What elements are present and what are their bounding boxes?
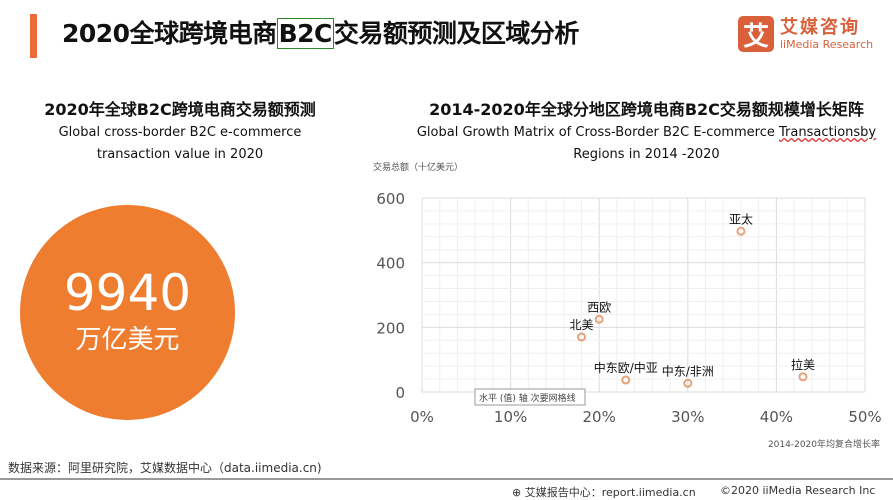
left-title: 2020年全球B2C跨境电商交易额预测: [44, 100, 316, 119]
data-label: 拉美: [791, 357, 815, 372]
x-tick-label: 50%: [848, 408, 881, 426]
x-tick-label: 10%: [494, 408, 527, 426]
title-part: 2020全球跨境电商: [62, 19, 277, 48]
x-axis-label: 2014-2020年均复合增长率: [768, 438, 880, 450]
data-label: 西欧: [587, 300, 611, 314]
chart-subtitle-underlined: Transactionsby: [779, 125, 877, 140]
data-point[interactable]: [576, 332, 586, 342]
y-tick-label: 0: [395, 384, 405, 402]
page-title: 2020全球跨境电商B2C交易额预测及区域分析: [62, 14, 579, 50]
data-point[interactable]: [736, 226, 746, 236]
data-source: 数据来源：阿里研究院，艾媒数据中心（data.iimedia.cn): [8, 461, 322, 475]
copyright: ©2020 iiMedia Research Inc: [720, 484, 876, 497]
data-point[interactable]: [594, 314, 604, 324]
logo-mark: 艾: [738, 16, 774, 52]
y-tick-label: 400: [376, 255, 405, 273]
chart-subtitle-line: Regions in 2014 -2020: [573, 147, 720, 162]
scatter-chart: 交易总额（十亿美元） 2014-2020年均复合增长率 0% 10% 20% 30% 4…: [373, 161, 882, 450]
chart-title: 2014-2020年全球分地区跨境电商B2C交易额规模增长矩阵: [429, 100, 864, 119]
left-subtitle-line: Global cross-border B2C e-commerce: [58, 125, 302, 140]
report-link[interactable]: ⊕ 艾媒报告中心：report.iimedia.cn: [512, 486, 696, 499]
data-label: 中东欧/中亚: [594, 360, 658, 375]
logo-en: iiMedia Research: [780, 37, 874, 51]
y-tick-label: 600: [376, 190, 405, 208]
logo: 艾 艾媒咨询 iiMedia Research: [738, 16, 873, 52]
value-circle: 9940 万亿美元: [20, 205, 235, 420]
chart-subtitle: Global Growth Matrix of Cross-Border B2C…: [400, 122, 893, 166]
data-label: 亚太: [729, 211, 753, 226]
footer-divider: [0, 478, 893, 480]
data-point[interactable]: [683, 378, 693, 388]
title-accent-bar: [30, 14, 37, 58]
data-point[interactable]: [798, 372, 808, 382]
tooltip: 水平 (值) 轴 次要网格线: [474, 388, 586, 406]
value-unit: 万亿美元: [75, 325, 180, 355]
chart-subtitle-line: Global Growth Matrix of Cross-Border B2C…: [416, 125, 775, 140]
y-tick-label: 200: [376, 319, 405, 337]
y-axis-label: 交易总额（十亿美元）: [373, 161, 463, 173]
data-point[interactable]: [621, 375, 631, 385]
title-part: 交易额预测及区域分析: [333, 19, 580, 48]
big-value: 9940: [63, 264, 192, 322]
x-tick-label: 40%: [760, 408, 793, 426]
x-tick-label: 30%: [671, 408, 704, 426]
data-label: 北美: [569, 318, 593, 332]
tooltip-text: 水平 (值) 轴 次要网格线: [479, 392, 576, 404]
left-subtitle-line: transaction value in 2020: [96, 147, 264, 162]
grid: [421, 197, 866, 393]
report-text: 艾媒报告中心：report.iimedia.cn: [524, 486, 696, 499]
x-tick-label: 0%: [410, 408, 434, 426]
logo-cn: 艾媒咨询: [780, 16, 860, 38]
left-subtitle: Global cross-border B2C e-commerce transa…: [0, 122, 360, 166]
data-label: 中东/非洲: [662, 363, 714, 378]
title-part-boxed: B2C: [276, 18, 334, 49]
x-tick-label: 20%: [583, 408, 616, 426]
